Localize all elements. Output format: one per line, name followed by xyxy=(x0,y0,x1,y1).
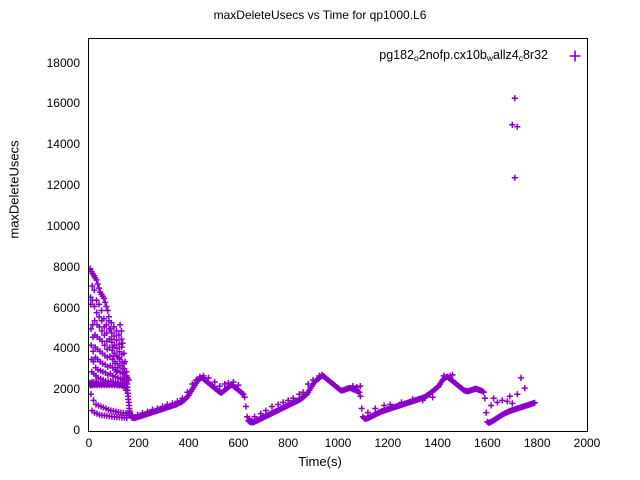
x-tick-label-1: 200 xyxy=(128,436,149,450)
chart-title: maxDeleteUsecs vs Time for qp1000.L6 xyxy=(213,8,427,22)
x-tick-label-9: 1800 xyxy=(523,436,551,450)
x-tick-label-5: 1000 xyxy=(324,436,352,450)
y-tick-label-4: 8000 xyxy=(53,259,80,274)
plot-area xyxy=(88,38,588,432)
x-tick-label-6: 1200 xyxy=(374,436,402,450)
x-tick-label-0: 0 xyxy=(85,436,93,450)
y-tick-label-7: 14000 xyxy=(46,137,80,152)
y-tick-label-5: 10000 xyxy=(46,218,80,233)
y-tick-label-2: 4000 xyxy=(53,341,80,356)
y-tick-label-1: 2000 xyxy=(53,382,80,397)
scatter-series-points xyxy=(89,95,538,426)
scatter-points-layer xyxy=(89,95,538,426)
legend-marker-icon xyxy=(569,50,581,62)
y-tick-label-9: 18000 xyxy=(46,55,80,70)
x-tick-label-4: 800 xyxy=(278,436,299,450)
x-tick-label-3: 600 xyxy=(228,436,249,450)
x-tick-label-2: 400 xyxy=(178,436,199,450)
y-tick-label-0: 0 xyxy=(73,423,80,437)
y-tick-label-3: 6000 xyxy=(53,300,80,315)
x-tick-label-8: 1600 xyxy=(474,436,501,450)
legend-series-label: pg182o2nofp.cx10bwallz4c8r32 xyxy=(379,48,548,63)
x-tick-label-10: 2000 xyxy=(573,436,601,450)
x-axis-label: Time(s) xyxy=(298,454,342,469)
legend: pg182o2nofp.cx10bwallz4c8r32 xyxy=(322,46,588,68)
y-tick-label-8: 16000 xyxy=(46,96,80,111)
x-tick-label-7: 1400 xyxy=(424,436,451,450)
y-tick-label-6: 12000 xyxy=(46,178,80,192)
